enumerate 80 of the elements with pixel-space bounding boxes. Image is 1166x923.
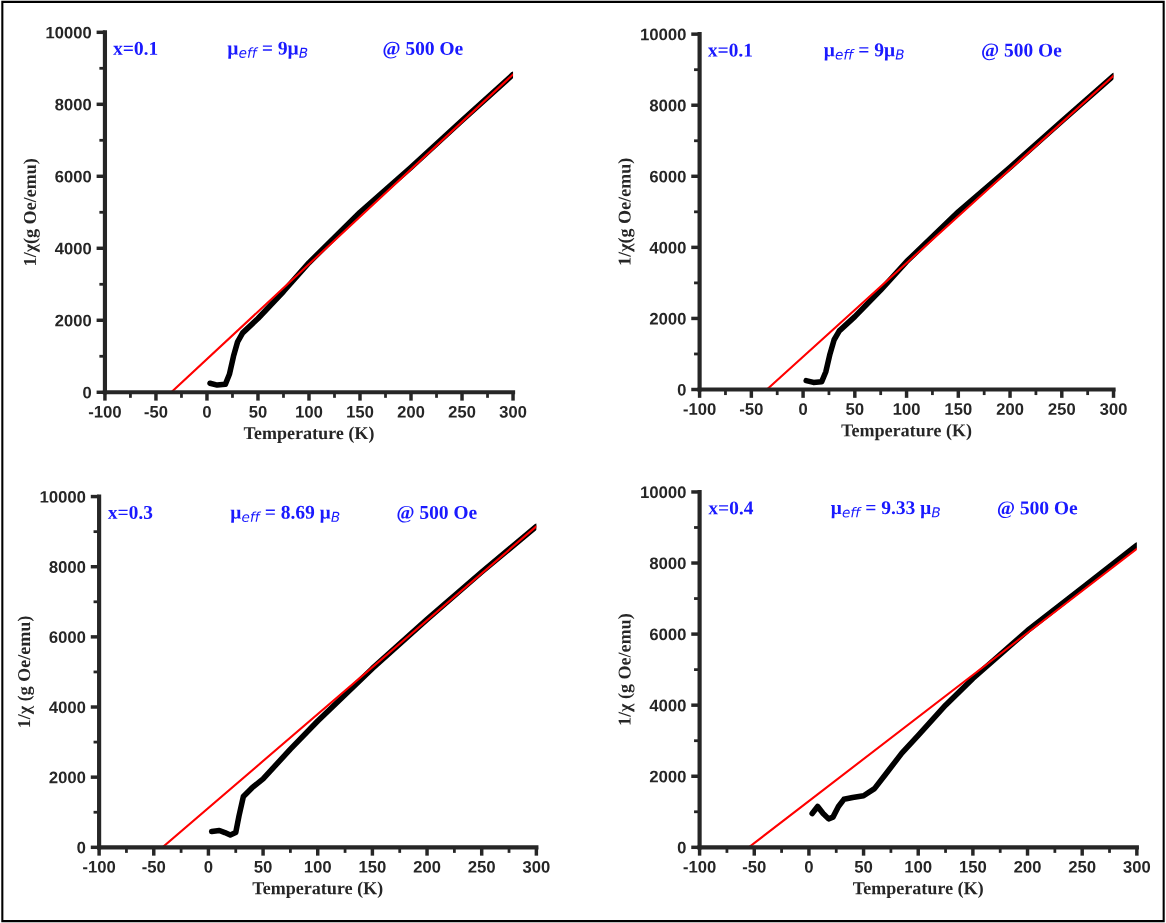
y-tick-label: 6000	[649, 628, 686, 641]
x-tick-label: 300	[1100, 403, 1127, 415]
y-tick-label: 0	[83, 386, 92, 399]
x-tick-label: 200	[397, 405, 425, 418]
annotation: μ$_{eff}$ = 8.69 μ$_{B}$	[230, 505, 340, 523]
annotation: x=0.1	[707, 43, 752, 57]
x-tick-label: -100	[683, 403, 716, 415]
y-tick-label: 8000	[49, 561, 86, 573]
x-tick-label: 50	[846, 403, 864, 415]
x-tick-label: 300	[522, 860, 550, 873]
x-tick-label: 200	[996, 403, 1024, 415]
y-tick-label: 8000	[649, 557, 686, 570]
y-tick-label: 2000	[649, 312, 686, 325]
annotation: x=0.1	[113, 41, 158, 56]
annotation: @ 500 Oe	[383, 41, 463, 59]
y-tick-label: 4000	[649, 241, 686, 254]
x-tick-label: 250	[448, 405, 476, 418]
y-tick-label: 4000	[649, 699, 686, 712]
x-tick-label: 300	[1123, 860, 1151, 873]
y-tick-label: 8000	[55, 98, 92, 111]
y-tick-label: 4000	[54, 242, 92, 255]
x-tick-label: -50	[142, 860, 166, 873]
x-axis-title: Temperature (K)	[243, 426, 374, 443]
y-axis-title: 1/χ (g Oe/emu)	[617, 614, 635, 725]
x-tick-label: 250	[1048, 403, 1076, 415]
y-tick-label: 2000	[649, 770, 686, 783]
x-tick-label: -100	[83, 860, 116, 873]
y-axis-title: 1/χ(g Oe/emu)	[23, 159, 40, 265]
x-tick-label: 50	[854, 860, 873, 873]
x-tick-label: -50	[742, 860, 766, 873]
y-axis-title: 1/χ(g Oe/emu)	[617, 158, 635, 265]
x-tick-label: 300	[499, 405, 527, 418]
x-tick-label: -50	[144, 405, 168, 418]
y-tick-label: 10000	[46, 26, 92, 39]
annotation: x=0.4	[708, 501, 754, 515]
y-tick-label: 0	[677, 383, 686, 396]
annotation: @ 500 Oe	[997, 501, 1078, 519]
x-tick-label: 100	[304, 860, 331, 873]
y-tick-label: 2000	[49, 771, 86, 784]
y-tick-label: 4000	[49, 701, 86, 714]
annotation: x=0.3	[107, 505, 153, 520]
x-tick-label: 200	[413, 860, 441, 873]
annotation: μ$_{eff}$ = 9μ$_{B}$	[824, 43, 904, 61]
x-tick-label: 100	[893, 403, 920, 415]
annotation: μ$_{eff}$ = 9μ$_{B}$	[227, 41, 308, 59]
x-tick-label: -100	[683, 860, 716, 873]
x-tick-label: 250	[1068, 860, 1096, 873]
x-tick-label: 150	[945, 403, 972, 415]
y-axis-title: 1/χ (g Oe/emu)	[17, 616, 35, 727]
y-tick-label: 6000	[55, 170, 92, 183]
y-tick-label: 10000	[40, 490, 86, 503]
x-tick-label: 0	[799, 403, 808, 415]
y-tick-label: 2000	[55, 314, 92, 327]
x-tick-label: 200	[1014, 860, 1041, 873]
y-tick-label: 0	[677, 841, 686, 854]
annotation: @ 500 Oe	[982, 43, 1062, 61]
y-tick-label: 6000	[649, 170, 686, 183]
x-tick-label: -50	[739, 403, 763, 415]
x-tick-label: -100	[88, 405, 121, 418]
y-tick-label: 8000	[649, 99, 686, 112]
y-tick-label: 0	[77, 841, 86, 854]
annotation: μ$_{eff}$ = 9.33 μ$_{B}$	[831, 501, 940, 519]
y-tick-label: 10000	[641, 28, 686, 41]
x-tick-label: 0	[804, 860, 813, 873]
x-axis-title: Temperature (K)	[853, 881, 983, 898]
x-tick-label: 250	[468, 860, 495, 873]
x-tick-label: 50	[249, 405, 267, 418]
x-tick-label: 100	[905, 860, 932, 873]
y-tick-label: 10000	[641, 486, 686, 499]
x-tick-label: 150	[960, 860, 987, 873]
annotation: @ 500 Oe	[397, 505, 477, 523]
x-tick-label: 0	[202, 405, 211, 418]
x-tick-label: 100	[296, 405, 323, 418]
x-tick-label: 50	[254, 860, 272, 873]
x-tick-label: 150	[359, 860, 386, 873]
x-axis-title: Temperature (K)	[841, 423, 972, 441]
x-tick-label: 0	[204, 860, 213, 873]
y-tick-label: 6000	[49, 631, 86, 644]
x-axis-title: Temperature (K)	[252, 881, 383, 898]
x-tick-label: 150	[347, 405, 374, 418]
